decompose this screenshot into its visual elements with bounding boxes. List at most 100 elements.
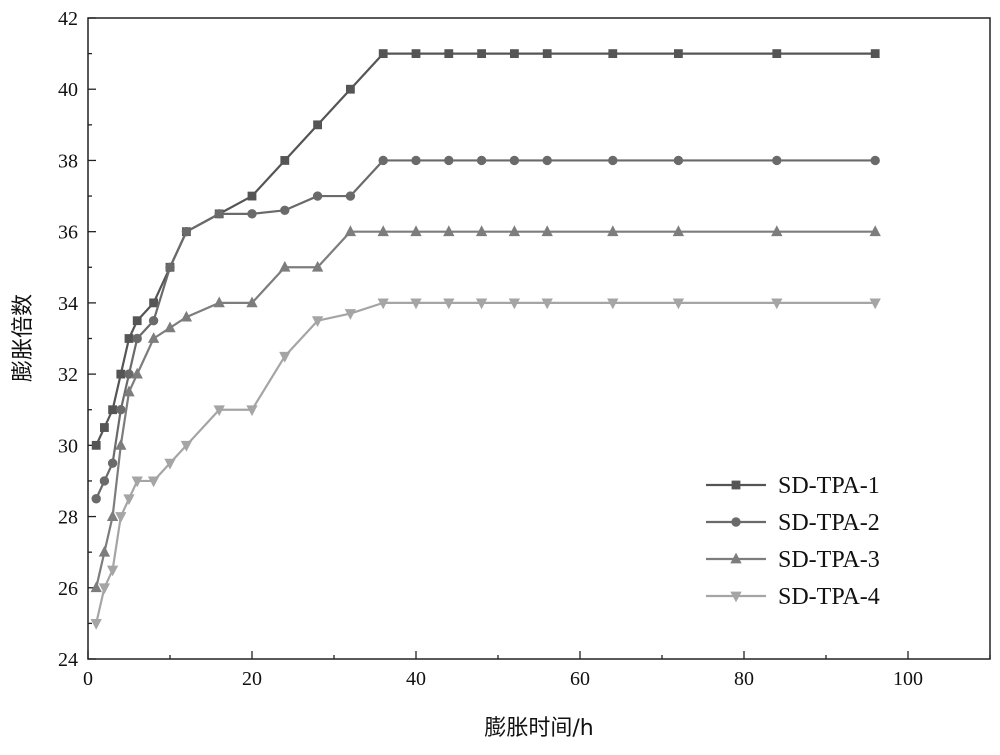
x-axis-ticks: 0 20 40 60 80 100 [83, 651, 991, 690]
legend-label: SD-TPA-2 [778, 510, 880, 536]
data-point [181, 226, 192, 237]
data-point [132, 333, 142, 344]
series-layer [90, 49, 881, 630]
legend-item: SD-TPA-2 [706, 510, 880, 536]
legend: SD-TPA-1 SD-TPA-2 SD-TPA-3 SD-TPA-4 [706, 473, 880, 610]
data-point [123, 494, 135, 506]
x-axis-title: 膨胀时间/h [484, 716, 593, 741]
data-point [213, 296, 225, 308]
data-point [411, 49, 421, 59]
data-point [377, 298, 389, 310]
data-point [132, 316, 142, 326]
data-point [149, 298, 159, 308]
data-point [772, 155, 782, 166]
data-point [106, 565, 119, 577]
data-point [90, 581, 102, 593]
data-point [508, 225, 521, 237]
data-point [279, 351, 291, 363]
series-SD-TPA-4 [90, 298, 881, 630]
data-point [131, 476, 143, 488]
legend-item: SD-TPA-4 [706, 584, 880, 610]
data-point [444, 155, 454, 166]
data-point [91, 440, 101, 450]
y-tick-label: 42 [58, 8, 78, 30]
data-point [377, 225, 389, 237]
data-point [477, 49, 487, 59]
x-tick-label: 80 [734, 668, 754, 690]
data-point [608, 155, 618, 166]
data-point [147, 476, 160, 488]
data-point [344, 309, 357, 320]
data-point [476, 155, 487, 166]
data-point [410, 298, 422, 310]
data-point [672, 225, 685, 237]
legend-marker [731, 480, 741, 490]
data-point [280, 156, 290, 165]
data-point [344, 225, 357, 237]
data-point [246, 296, 258, 308]
series-line [95, 159, 876, 500]
series-line [95, 301, 876, 624]
series-SD-TPA-3 [90, 225, 881, 593]
data-point [165, 262, 175, 272]
data-point [90, 618, 102, 630]
y-tick-label: 40 [58, 79, 78, 101]
legend-label: SD-TPA-4 [778, 584, 880, 610]
data-point [869, 225, 881, 237]
data-point [115, 438, 127, 450]
data-point [164, 321, 176, 333]
x-tick-label: 100 [893, 668, 923, 690]
data-point [870, 155, 880, 166]
data-point [674, 49, 683, 59]
data-point [311, 260, 324, 272]
data-point [107, 458, 118, 468]
data-point [164, 458, 176, 470]
data-point [509, 49, 519, 59]
legend-marker [730, 591, 742, 603]
data-point [99, 476, 110, 486]
data-point [870, 49, 880, 59]
data-point [771, 298, 783, 310]
data-point [345, 84, 355, 94]
data-point [91, 494, 101, 504]
y-tick-label: 36 [58, 222, 78, 244]
y-tick-label: 32 [58, 364, 78, 386]
x-tick-label: 60 [570, 668, 590, 690]
data-point [541, 225, 553, 237]
data-point [443, 298, 455, 310]
data-point [607, 225, 619, 237]
data-point [213, 405, 225, 417]
legend-item: SD-TPA-1 [706, 473, 880, 499]
data-point [772, 49, 782, 59]
data-point [312, 191, 323, 201]
legend-item: SD-TPA-3 [706, 547, 880, 573]
data-point [673, 155, 684, 166]
data-point [147, 332, 160, 343]
data-point [475, 298, 488, 310]
data-point [247, 209, 257, 219]
data-point [771, 225, 783, 237]
data-point [279, 260, 291, 272]
data-point [124, 369, 134, 379]
data-point [508, 298, 521, 310]
x-tick-label: 20 [242, 668, 262, 690]
legend-marker [731, 517, 741, 527]
data-point [116, 405, 126, 415]
data-point [148, 315, 159, 326]
data-point [444, 49, 454, 59]
y-tick-label: 34 [58, 293, 78, 315]
legend-marker [730, 552, 742, 564]
data-point [108, 405, 117, 415]
data-point [608, 49, 618, 59]
data-point [345, 191, 356, 201]
data-point [411, 155, 421, 166]
data-point [443, 225, 455, 237]
data-point [410, 225, 422, 237]
y-tick-label: 38 [58, 150, 78, 172]
data-point [115, 512, 127, 523]
data-point [131, 367, 143, 379]
data-point [180, 440, 193, 452]
y-axis-ticks: 24 26 28 30 32 34 36 38 40 42 [58, 8, 96, 671]
series-SD-TPA-2 [91, 155, 880, 504]
